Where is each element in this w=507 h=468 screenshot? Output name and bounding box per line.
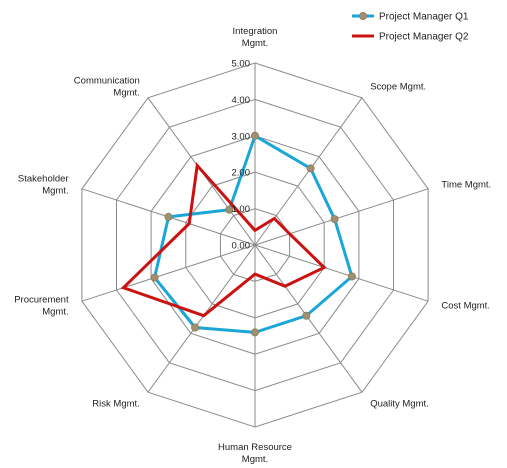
- category-label-3: Cost Mgmt.: [441, 301, 490, 312]
- category-label-8: Stakeholder Mgmt.: [18, 173, 69, 196]
- category-label-1: Scope Mgmt.: [370, 81, 426, 92]
- legend: Project Manager Q1 Project Manager Q2: [352, 12, 469, 43]
- series-1-point-1: [306, 164, 315, 173]
- legend-marker-1: [358, 11, 367, 20]
- tick-label-5: 5.00: [232, 59, 251, 70]
- grid-spoke-2: [254, 188, 429, 246]
- tick-label-0: 0.00: [232, 241, 251, 252]
- grid-spoke-6: [147, 244, 256, 393]
- category-label-9: Communication Mgmt.: [74, 75, 140, 98]
- series-1-point-0: [250, 131, 259, 140]
- series-1-point-4: [302, 311, 311, 320]
- series-1-point-9: [225, 205, 234, 214]
- category-label-6: Risk Mgmt.: [92, 399, 140, 410]
- tick-label-1: 1.00: [232, 204, 251, 215]
- grid-spoke-3: [254, 244, 429, 302]
- radar-series: [120, 131, 356, 337]
- series-1-point-7: [150, 273, 159, 282]
- series-1-point-6: [191, 323, 200, 332]
- category-label-5: Human Resource Mgmt.: [218, 442, 292, 465]
- series-1-point-8: [164, 212, 173, 221]
- series-1-point-5: [250, 328, 259, 337]
- radar-grid: [81, 62, 429, 428]
- category-label-7: Procurement Mgmt.: [14, 295, 69, 318]
- series-1-point-2: [330, 215, 339, 224]
- legend-label-2: Project Manager Q2: [379, 32, 469, 43]
- tick-label-3: 3.00: [232, 131, 251, 142]
- legend-label-1: Project Manager Q1: [379, 12, 469, 23]
- tick-label-2: 2.00: [232, 168, 251, 179]
- series-1-point-3: [347, 272, 356, 281]
- category-label-4: Quality Mgmt.: [370, 399, 429, 410]
- series-line-2: [120, 162, 327, 318]
- category-label-2: Time Mgmt.: [441, 179, 491, 190]
- tick-label-4: 4.00: [232, 95, 251, 106]
- radar-labels: 0.00 1.00 2.00 3.00 4.00 5.00 Integration Mgmt.…: [14, 26, 491, 465]
- grid-spoke-7: [81, 244, 256, 302]
- category-label-0: Integration Mgmt.: [233, 26, 278, 49]
